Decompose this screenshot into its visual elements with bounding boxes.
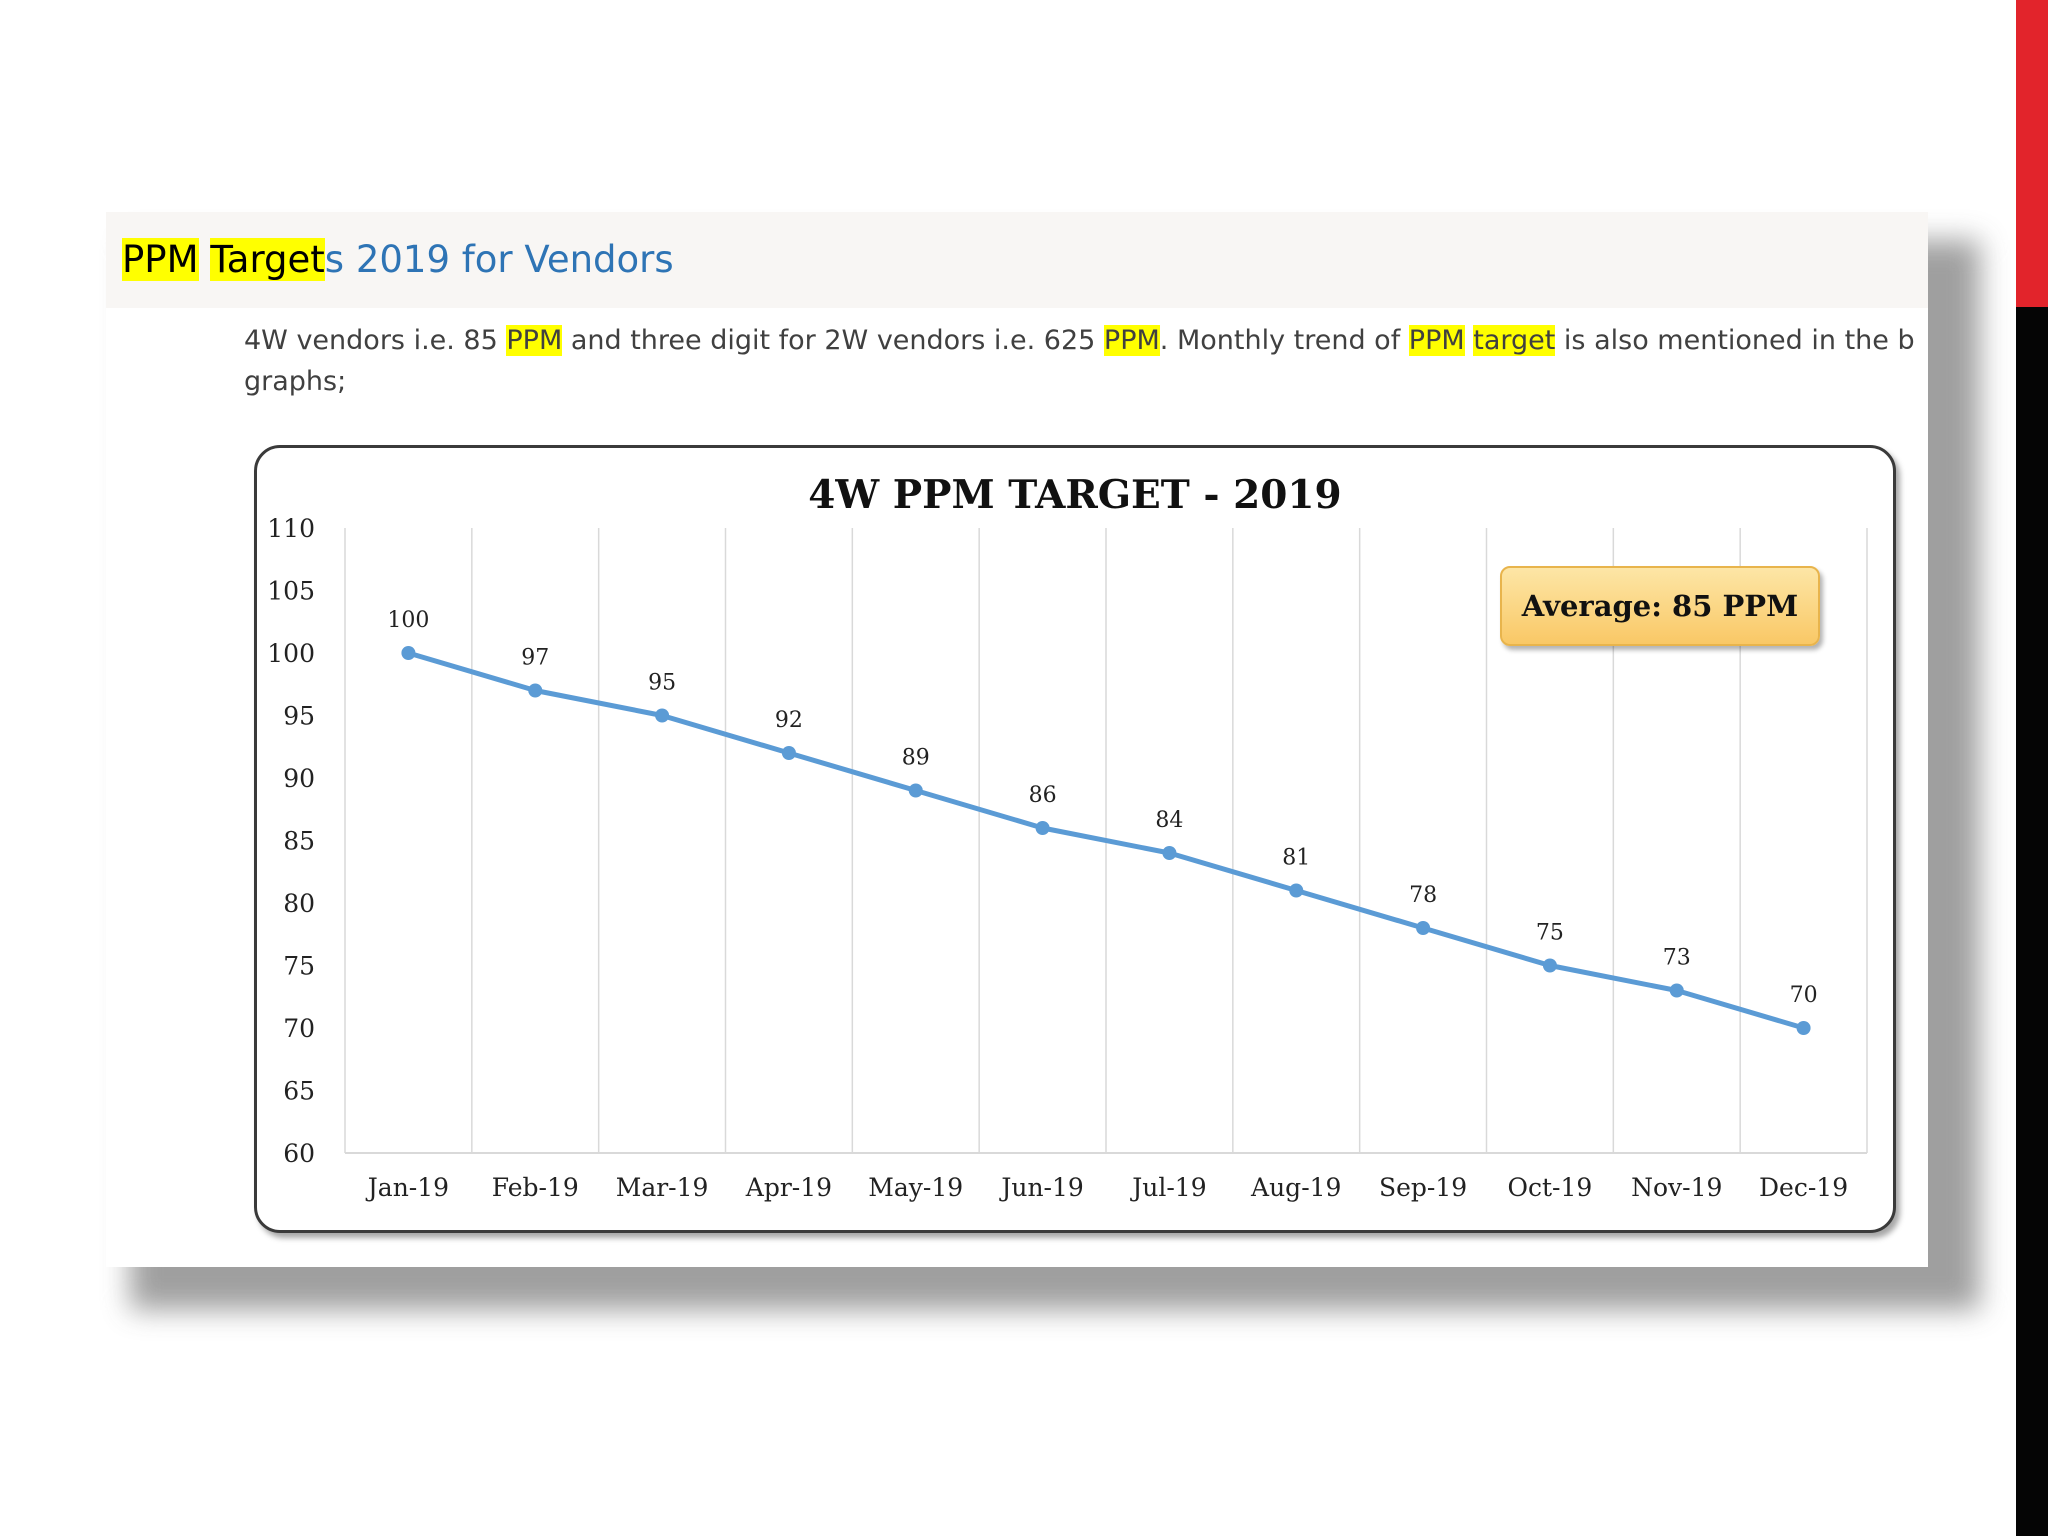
series-line-group — [401, 646, 1811, 1035]
data-label: 86 — [1029, 783, 1057, 808]
edge-decoration-red — [2016, 0, 2048, 307]
data-point — [1542, 958, 1557, 973]
x-tick-label: Aug-19 — [1250, 1173, 1341, 1202]
data-point — [908, 783, 923, 798]
body-text-run: . Monthly trend of — [1159, 325, 1409, 356]
y-tick-label: 70 — [283, 1014, 315, 1043]
y-tick-label: 90 — [283, 764, 315, 793]
y-tick-label: 100 — [267, 639, 315, 668]
body-line-1: 4W vendors i.e. 85 PPM and three digit f… — [244, 325, 1915, 356]
y-tick-label: 75 — [283, 952, 315, 981]
document-heading: PPM Targets 2019 for Vendors — [122, 238, 674, 281]
chart-card: 4W PPM TARGET - 2019 60 65 70 75 80 85 90 95 100… — [254, 445, 1896, 1233]
data-label: 95 — [648, 671, 676, 696]
y-tick-label: 85 — [283, 827, 315, 856]
data-labels: 100 97 95 92 89 86 84 81 78 75 73 70 — [387, 608, 1817, 1008]
data-point — [781, 746, 796, 760]
x-tick-label: Feb-19 — [492, 1173, 579, 1202]
y-tick-label: 65 — [283, 1077, 315, 1106]
y-tick-label: 105 — [267, 577, 315, 606]
x-tick-label: Dec-19 — [1759, 1173, 1848, 1202]
body-text-run: is also mentioned in the b — [1555, 325, 1915, 356]
data-point — [1035, 821, 1050, 835]
highlighted-term: target — [1473, 325, 1556, 356]
body-line-2: graphs; — [244, 366, 347, 397]
data-label: 81 — [1282, 846, 1310, 871]
x-axis-ticks: Jan-19 Feb-19 Mar-19 Apr-19 May-19 Jun-19 Jul-… — [365, 1173, 1848, 1202]
x-tick-label: Nov-19 — [1631, 1173, 1722, 1202]
chart-title: 4W PPM TARGET - 2019 — [808, 472, 1341, 518]
y-tick-label: 95 — [283, 702, 315, 731]
x-tick-label: May-19 — [868, 1173, 963, 1202]
x-tick-label: Jan-19 — [365, 1173, 449, 1202]
body-text-run: 4W vendors i.e. 85 — [244, 325, 507, 356]
heading-highlight-ppm: PPM — [122, 238, 199, 281]
y-tick-label: 60 — [283, 1139, 315, 1168]
highlighted-term: PPM — [506, 325, 563, 356]
x-tick-label: Jun-19 — [998, 1173, 1083, 1202]
y-axis-ticks: 60 65 70 75 80 85 90 95 100 105 110 — [267, 514, 315, 1168]
heading-space — [199, 238, 211, 281]
heading-rest: s 2019 for Vendors — [324, 238, 674, 281]
data-point — [655, 708, 670, 723]
data-point — [1669, 983, 1684, 998]
data-label: 97 — [521, 646, 549, 671]
data-point — [1416, 921, 1431, 935]
data-label: 92 — [775, 708, 803, 733]
data-label: 89 — [902, 746, 930, 771]
document-snippet: PPM Targets 2019 for Vendors 4W vendors … — [106, 212, 1928, 1267]
data-point — [401, 646, 416, 660]
body-paragraph: 4W vendors i.e. 85 PPM and three digit f… — [244, 320, 1928, 402]
data-label: 75 — [1536, 921, 1564, 946]
data-label: 78 — [1409, 883, 1437, 908]
x-tick-label: Oct-19 — [1508, 1173, 1593, 1202]
y-tick-label: 110 — [267, 514, 315, 543]
data-point — [1162, 846, 1177, 860]
heading-highlight-target: Target — [210, 238, 325, 281]
x-tick-label: Jul-19 — [1129, 1173, 1206, 1202]
highlighted-term: PPM — [1103, 325, 1160, 356]
x-tick-label: Sep-19 — [1379, 1173, 1467, 1202]
line-chart: 4W PPM TARGET - 2019 6065707580859095100… — [267, 472, 1868, 1202]
data-point — [1796, 1021, 1811, 1035]
y-tick-label: 80 — [283, 889, 315, 918]
x-tick-label: Mar-19 — [616, 1173, 709, 1202]
data-label: 100 — [387, 608, 429, 633]
data-label: 84 — [1155, 808, 1183, 833]
series-line — [407, 650, 1805, 1031]
body-text-run: and three digit for 2W vendors i.e. 625 — [562, 325, 1104, 356]
body-text-run — [1465, 325, 1474, 356]
data-point — [528, 683, 543, 698]
heading-bar — [106, 212, 1928, 308]
data-point — [1289, 883, 1304, 898]
grid-lines — [344, 528, 1868, 1154]
data-label: 70 — [1790, 983, 1818, 1008]
data-label: 73 — [1663, 946, 1691, 971]
average-callout: Average: 85 PPM — [1500, 566, 1820, 646]
highlighted-term: PPM — [1408, 325, 1465, 356]
x-tick-label: Apr-19 — [745, 1173, 832, 1202]
